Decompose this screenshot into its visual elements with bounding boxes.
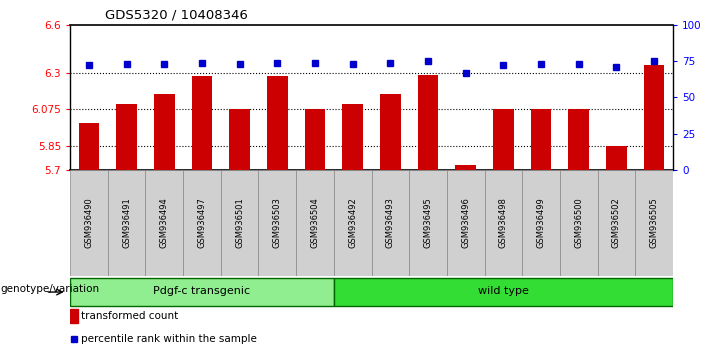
Text: genotype/variation: genotype/variation bbox=[0, 284, 99, 293]
Text: GSM936501: GSM936501 bbox=[235, 198, 244, 249]
Bar bbox=[79, 123, 100, 170]
Text: GSM936494: GSM936494 bbox=[160, 198, 169, 249]
Bar bbox=[380, 94, 401, 170]
Text: wild type: wild type bbox=[478, 286, 529, 296]
Text: GSM936496: GSM936496 bbox=[461, 198, 470, 249]
Bar bbox=[334, 170, 372, 276]
Bar bbox=[259, 170, 296, 276]
Text: GSM936504: GSM936504 bbox=[311, 198, 320, 249]
Bar bbox=[560, 170, 597, 276]
Bar bbox=[447, 170, 484, 276]
Text: GSM936490: GSM936490 bbox=[84, 198, 93, 249]
Text: percentile rank within the sample: percentile rank within the sample bbox=[81, 334, 257, 344]
Bar bbox=[484, 170, 522, 276]
Text: GSM936499: GSM936499 bbox=[536, 198, 545, 249]
Text: GSM936500: GSM936500 bbox=[574, 198, 583, 249]
Text: GSM936502: GSM936502 bbox=[612, 198, 621, 249]
Bar bbox=[267, 75, 287, 170]
Bar bbox=[456, 165, 476, 170]
Text: GSM936503: GSM936503 bbox=[273, 198, 282, 249]
Text: GDS5320 / 10408346: GDS5320 / 10408346 bbox=[105, 9, 248, 22]
Text: GSM936495: GSM936495 bbox=[423, 198, 433, 249]
Bar bbox=[221, 170, 259, 276]
Bar bbox=[569, 109, 589, 170]
Text: transformed count: transformed count bbox=[81, 311, 178, 321]
Bar bbox=[418, 75, 438, 170]
Text: Pdgf-c transgenic: Pdgf-c transgenic bbox=[154, 286, 250, 296]
Bar bbox=[409, 170, 447, 276]
Bar bbox=[191, 75, 212, 170]
Text: GSM936491: GSM936491 bbox=[122, 198, 131, 249]
Bar bbox=[154, 94, 175, 170]
Bar bbox=[70, 309, 78, 323]
Bar bbox=[372, 170, 409, 276]
Bar bbox=[297, 170, 334, 276]
Bar bbox=[531, 109, 552, 170]
Bar bbox=[606, 146, 627, 170]
Bar bbox=[493, 109, 514, 170]
Bar bbox=[146, 170, 183, 276]
Bar bbox=[70, 278, 334, 306]
Bar bbox=[334, 278, 673, 306]
Bar bbox=[644, 65, 665, 170]
Bar bbox=[597, 170, 635, 276]
Bar bbox=[70, 170, 108, 276]
Text: GSM936492: GSM936492 bbox=[348, 198, 358, 249]
Bar bbox=[229, 109, 250, 170]
Text: GSM936493: GSM936493 bbox=[386, 198, 395, 249]
Bar bbox=[342, 104, 363, 170]
Text: GSM936497: GSM936497 bbox=[198, 198, 207, 249]
Bar bbox=[108, 170, 146, 276]
Bar bbox=[305, 109, 325, 170]
Bar bbox=[635, 170, 673, 276]
Text: GSM936505: GSM936505 bbox=[650, 198, 659, 249]
Text: GSM936498: GSM936498 bbox=[499, 198, 508, 249]
Bar bbox=[116, 104, 137, 170]
Bar bbox=[522, 170, 560, 276]
Bar bbox=[183, 170, 221, 276]
